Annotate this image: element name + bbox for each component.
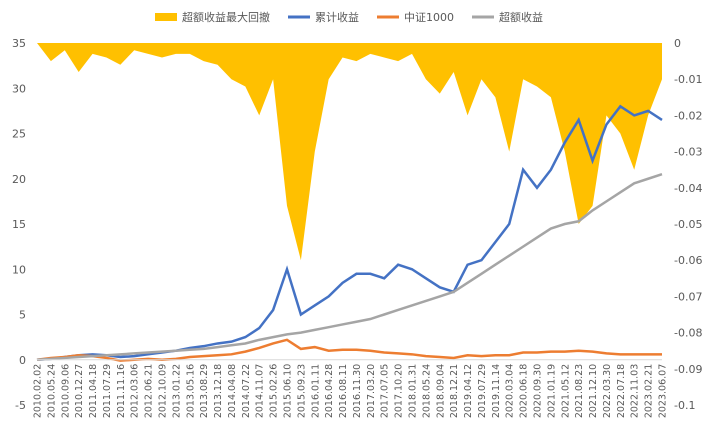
x-tick-label: 2013.05.16 bbox=[185, 364, 196, 418]
x-tick-label: 2013.08.29 bbox=[199, 364, 210, 418]
y-tick-label: 20 bbox=[12, 173, 26, 186]
x-tick-label: 2022.07.18 bbox=[616, 364, 627, 418]
x-tick-label: 2014.04.08 bbox=[227, 364, 238, 418]
series-line bbox=[36, 173, 663, 361]
y2-tick-label: -0.05 bbox=[674, 218, 702, 231]
legend-swatch bbox=[155, 13, 177, 21]
x-tick-label: 2015.09.23 bbox=[296, 364, 307, 418]
x-tick-label: 2016.08.11 bbox=[338, 364, 349, 418]
y-tick-label: 25 bbox=[12, 128, 26, 141]
x-tick-label: 2011.04.18 bbox=[88, 364, 99, 418]
legend-label: 中证1000 bbox=[404, 11, 454, 24]
x-tick-label: 2015.06.10 bbox=[283, 364, 294, 418]
y-tick-label: 15 bbox=[12, 218, 26, 231]
y-tick-label: 35 bbox=[12, 37, 26, 50]
x-tick-label: 2013.01.22 bbox=[171, 364, 182, 418]
x-tick-label: 2020.03.04 bbox=[505, 364, 516, 418]
x-tick-label: 2017.07.05 bbox=[380, 364, 391, 418]
x-tick-label: 2012.10.09 bbox=[158, 364, 169, 418]
y2-tick-label: -0.06 bbox=[674, 254, 702, 267]
x-tick-label: 2011.07.29 bbox=[102, 364, 113, 418]
y2-tick-label: -0.08 bbox=[674, 327, 702, 340]
x-tick-label: 2018.05.24 bbox=[421, 364, 432, 418]
x-tick-label: 2010.02.02 bbox=[33, 364, 44, 418]
y2-tick-label: -0.04 bbox=[674, 182, 702, 195]
x-tick-label: 2019.11.14 bbox=[491, 364, 502, 418]
drawdown-area bbox=[37, 43, 662, 261]
x-tick-label: 2018.09.04 bbox=[435, 364, 446, 418]
y2-tick-label: -0.01 bbox=[674, 73, 702, 86]
y-tick-label: -5 bbox=[15, 399, 26, 412]
x-tick-label: 2016.01.11 bbox=[310, 364, 321, 418]
x-tick-label: 2016.11.30 bbox=[352, 364, 363, 418]
x-tick-label: 2020.09.30 bbox=[533, 364, 544, 418]
x-tick-label: 2010.12.27 bbox=[74, 364, 85, 418]
x-tick-label: 2021.08.23 bbox=[574, 364, 585, 418]
x-tick-label: 2018.01.31 bbox=[408, 364, 419, 418]
x-tick-label: 2021.12.10 bbox=[588, 364, 599, 418]
x-tick-label: 2012.03.06 bbox=[130, 364, 141, 418]
x-tick-label: 2023.06.07 bbox=[658, 364, 669, 418]
x-tick-label: 2022.03.30 bbox=[602, 364, 613, 418]
x-tick-label: 2017.10.20 bbox=[394, 364, 405, 418]
x-tick-label: 2021.05.12 bbox=[560, 364, 571, 418]
y-tick-label: 30 bbox=[12, 82, 26, 95]
x-tick-label: 2022.11.03 bbox=[630, 364, 641, 418]
x-tick-label: 2021.01.19 bbox=[546, 364, 557, 418]
x-tick-label: 2015.02.26 bbox=[269, 364, 280, 418]
y-tick-label: 5 bbox=[19, 309, 26, 322]
legend-label: 累计收益 bbox=[315, 10, 359, 24]
legend-label: 超额收益 bbox=[499, 10, 543, 24]
x-tick-label: 2010.05.24 bbox=[46, 364, 57, 418]
x-tick-label: 2014.11.07 bbox=[255, 364, 266, 418]
x-tick-label: 2012.06.21 bbox=[144, 364, 155, 418]
x-tick-label: 2014.07.22 bbox=[241, 364, 252, 418]
x-tick-label: 2016.04.28 bbox=[324, 364, 335, 418]
legend-label: 超额收益最大回撤 bbox=[182, 10, 270, 24]
y2-tick-label: -0.02 bbox=[674, 109, 702, 122]
y2-tick-label: -0.09 bbox=[674, 363, 702, 376]
y2-tick-label: -0.03 bbox=[674, 146, 702, 159]
y-tick-label: 10 bbox=[12, 263, 26, 276]
y2-tick-label: 0 bbox=[674, 37, 681, 50]
x-tick-label: 2010.09.06 bbox=[60, 364, 71, 418]
x-tick-label: 2020.06.18 bbox=[519, 364, 530, 418]
x-tick-label: 2013.12.18 bbox=[213, 364, 224, 418]
x-tick-label: 2017.03.20 bbox=[366, 364, 377, 418]
y-tick-label: 0 bbox=[19, 354, 26, 367]
y2-tick-label: -0.1 bbox=[674, 399, 695, 412]
x-tick-label: 2019.04.12 bbox=[463, 364, 474, 418]
x-tick-label: 2023.02.21 bbox=[644, 364, 655, 418]
x-tick-label: 2011.11.16 bbox=[116, 364, 127, 418]
series-line bbox=[36, 104, 663, 361]
y2-tick-label: -0.07 bbox=[674, 290, 702, 303]
x-tick-label: 2019.07.29 bbox=[477, 364, 488, 418]
x-tick-label: 2018.12.21 bbox=[449, 364, 460, 418]
